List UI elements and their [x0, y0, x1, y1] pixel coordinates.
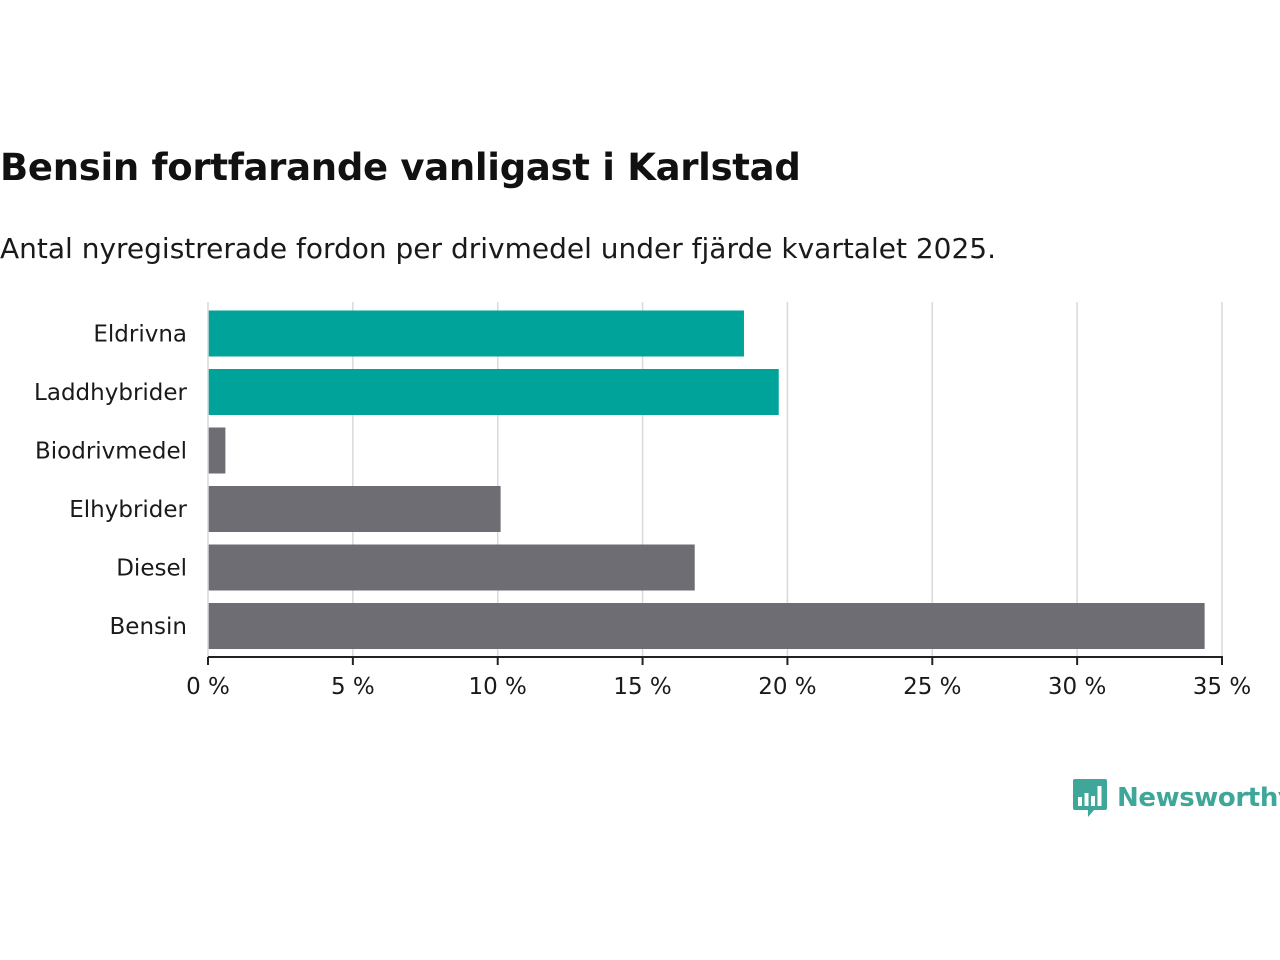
- x-tick-label: 0 %: [186, 674, 230, 700]
- bar-laddhybrider: [208, 369, 779, 415]
- bar-chart: 0 % 5 % 10 % 15 % 20 % 25 % 30 % 35 % Eldrivna L…: [34, 302, 1251, 700]
- category-label: Eldrivna: [93, 322, 187, 348]
- bar-biodrivmedel: [208, 427, 226, 474]
- bar-eldrivna: [208, 310, 744, 357]
- x-tick-label: 15 %: [613, 674, 671, 700]
- x-tick-label: 35 %: [1193, 674, 1251, 700]
- gridlines: [352, 302, 1223, 657]
- category-label: Bensin: [110, 614, 187, 640]
- x-tick-label: 10 %: [468, 674, 526, 700]
- category-label: Biodrivmedel: [35, 439, 187, 465]
- chart-title: Bensin fortfarande vanligast i Karlstad: [0, 146, 801, 189]
- newsworthy-logo: Newsworthy: [1072, 776, 1280, 820]
- bar-bensin: [208, 603, 1205, 649]
- newsworthy-bar-chart-icon: [1073, 779, 1107, 817]
- bar-diesel: [208, 544, 695, 591]
- brand-name: Newsworthy: [1117, 783, 1280, 813]
- category-label: Diesel: [116, 556, 187, 582]
- category-label: Laddhybrider: [34, 380, 187, 406]
- category-labels: Eldrivna Laddhybrider Biodrivmedel Elhybrid…: [34, 322, 187, 641]
- x-axis: 0 % 5 % 10 % 15 % 20 % 25 % 30 % 35 %: [186, 302, 1251, 700]
- chart-subtitle: Antal nyregistrerade fordon per drivmede…: [0, 232, 997, 265]
- bars: [208, 310, 1205, 649]
- category-label: Elhybrider: [69, 497, 187, 523]
- bar-elhybrider: [208, 486, 501, 532]
- x-tick-label: 30 %: [1048, 674, 1106, 700]
- x-tick-label: 5 %: [331, 674, 375, 700]
- x-tick-label: 20 %: [758, 674, 816, 700]
- x-tick-label: 25 %: [903, 674, 961, 700]
